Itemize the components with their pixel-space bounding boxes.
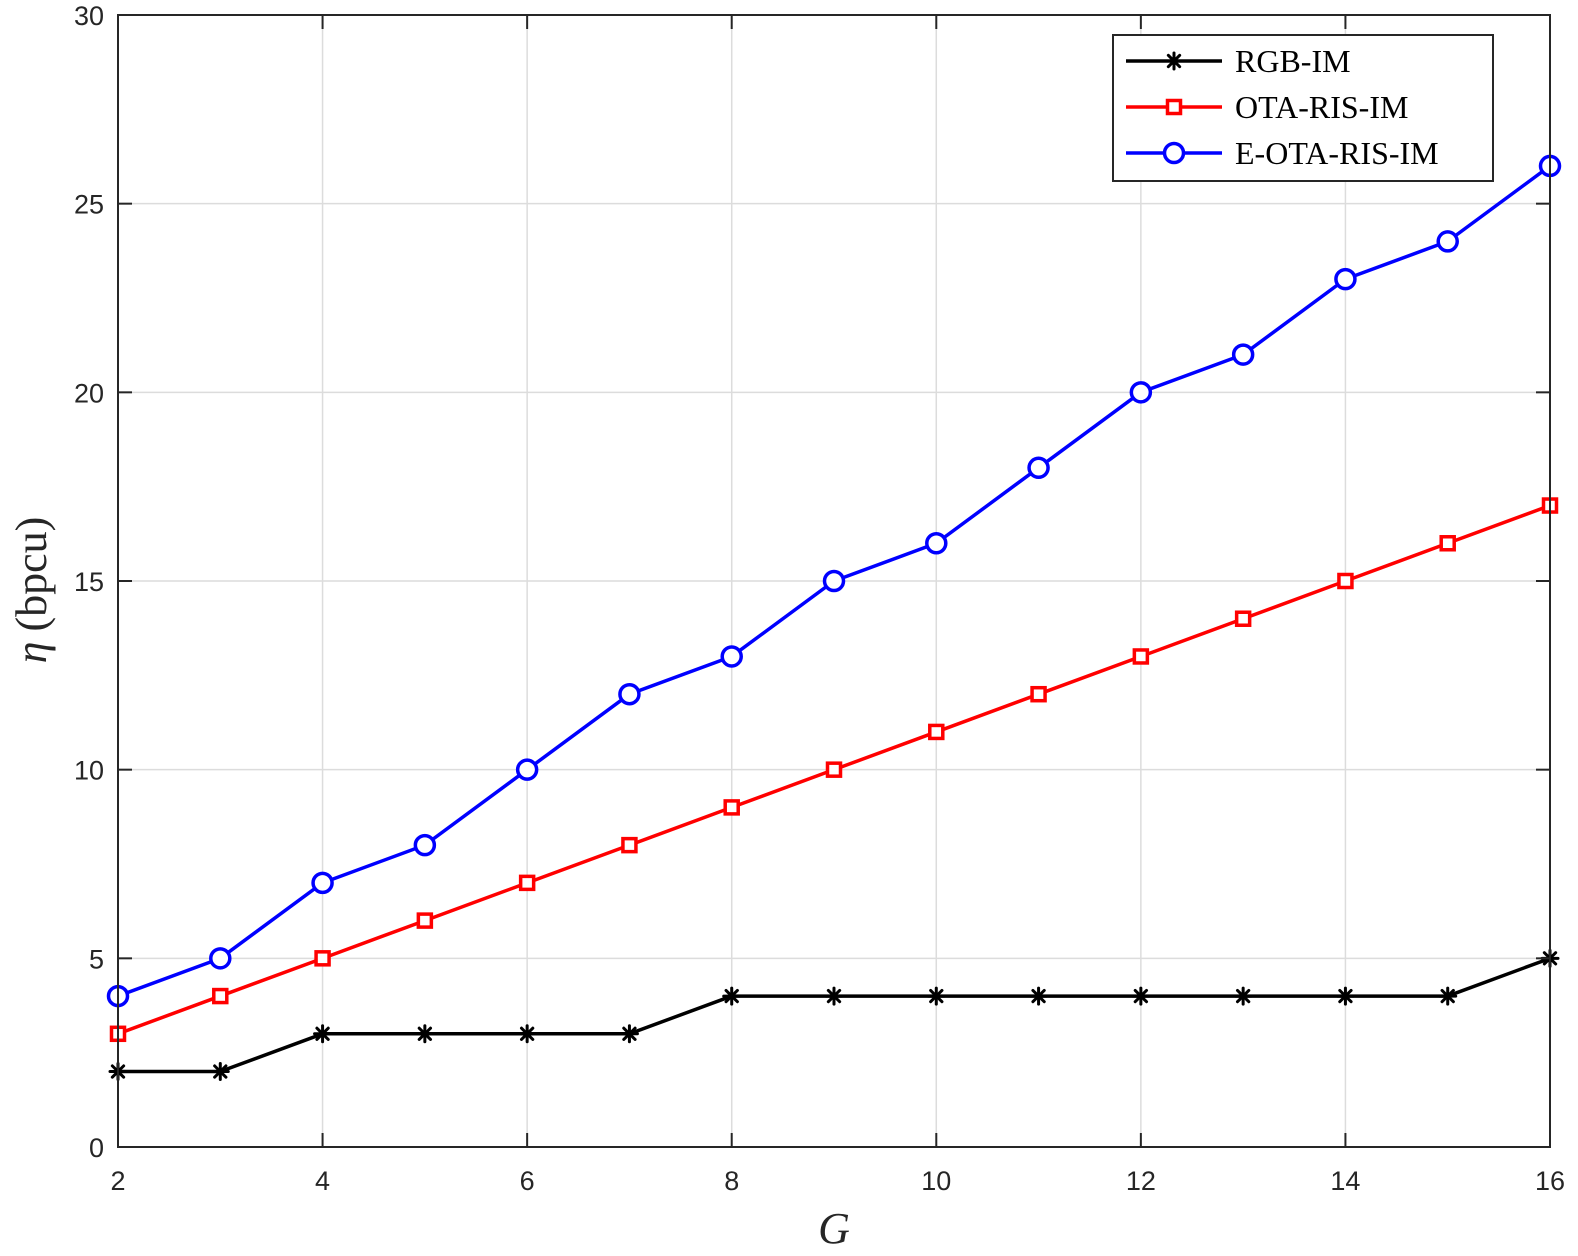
data-point-rgb-im <box>722 986 742 1006</box>
data-point-e-ota-ris-im <box>925 532 948 555</box>
asterisk-stroke <box>213 1064 228 1079</box>
data-point-e-ota-ris-im <box>1334 267 1357 291</box>
data-point-ota-ris-im <box>621 836 638 854</box>
y-tick-label: 10 <box>74 756 104 786</box>
asterisk-stroke <box>724 988 739 1004</box>
data-point-ota-ris-im <box>1030 685 1047 703</box>
data-point-ota-ris-im <box>1234 610 1252 627</box>
series-ota-ris-im <box>109 497 1559 1043</box>
axis-tick-labels: 2 4 6 8 10 12 14 16 0 5 10 15 20 25 30 <box>74 1 1565 1196</box>
x-tick-label: 14 <box>1330 1166 1360 1196</box>
data-point-ota-ris-im <box>928 723 945 741</box>
asterisk-stroke <box>622 1026 637 1041</box>
x-tick-label: 16 <box>1535 1166 1565 1196</box>
y-tick-label: 30 <box>74 1 104 31</box>
legend: RGB-IM OTA-RIS-IM E-OTA-RIS-IM <box>1112 34 1494 182</box>
asterisk-stroke <box>1166 53 1182 69</box>
y-tick-label: 20 <box>74 378 104 408</box>
axis-ticks <box>117 14 1551 1148</box>
legend-item-rgb-im: RGB-IM <box>1126 43 1351 79</box>
data-point-rgb-im <box>415 1024 435 1044</box>
data-point-ota-ris-im <box>314 950 331 967</box>
data-point-rgb-im <box>517 1024 537 1044</box>
asterisk-stroke <box>1235 988 1251 1004</box>
data-point-e-ota-ris-im <box>311 871 334 895</box>
data-point-ota-ris-im <box>1337 572 1354 590</box>
legend-marker <box>1165 98 1183 116</box>
data-point-ota-ris-im <box>1132 648 1150 665</box>
y-tick-label: 5 <box>89 944 104 974</box>
data-point-rgb-im <box>1335 986 1355 1006</box>
data-point-e-ota-ris-im <box>515 758 539 781</box>
x-tick-label: 10 <box>921 1166 951 1196</box>
asterisk-stroke <box>929 988 944 1004</box>
legend-item-ota-ris-im: OTA-RIS-IM <box>1126 89 1408 125</box>
series-e-ota-ris-im <box>106 154 1562 1008</box>
data-point-ota-ris-im <box>416 912 434 929</box>
data-point-e-ota-ris-im <box>1436 230 1459 253</box>
y-tick-label: 0 <box>89 1133 104 1163</box>
asterisk-stroke <box>1440 988 1455 1004</box>
data-point-rgb-im <box>313 1024 333 1044</box>
data-point-e-ota-ris-im <box>822 569 846 593</box>
x-tick-label: 4 <box>315 1166 330 1196</box>
data-point-ota-ris-im <box>212 987 229 1005</box>
data-point-e-ota-ris-im <box>618 682 641 706</box>
data-point-rgb-im <box>210 1062 230 1082</box>
legend-marker <box>1162 141 1186 165</box>
data-point-ota-ris-im <box>825 761 843 778</box>
asterisk-stroke <box>1031 988 1046 1004</box>
data-point-rgb-im <box>824 986 844 1006</box>
data-point-ota-ris-im <box>518 874 536 892</box>
series-layer <box>106 154 1562 1082</box>
x-axis-label: G <box>818 1204 850 1253</box>
data-point-e-ota-ris-im <box>720 645 743 668</box>
x-tick-label: 8 <box>724 1166 739 1196</box>
data-point-ota-ris-im <box>1439 535 1456 552</box>
data-point-rgb-im <box>1438 986 1458 1006</box>
data-point-ota-ris-im <box>723 799 740 816</box>
data-point-rgb-im <box>1233 986 1253 1006</box>
data-point-e-ota-ris-im <box>1231 343 1255 366</box>
y-axis-symbol: η <box>7 642 56 664</box>
data-point-rgb-im <box>926 986 946 1006</box>
asterisk-stroke <box>1133 988 1149 1004</box>
data-point-rgb-im <box>1029 986 1049 1006</box>
data-point-e-ota-ris-im <box>1027 456 1050 480</box>
asterisk-stroke <box>519 1026 535 1041</box>
y-tick-label: 25 <box>74 190 104 220</box>
legend-item-e-ota-ris-im: E-OTA-RIS-IM <box>1126 135 1439 171</box>
asterisk-stroke <box>417 1026 433 1041</box>
data-point-rgb-im <box>1131 986 1151 1006</box>
y-axis-unit: (bpcu) <box>7 517 56 632</box>
x-tick-label: 2 <box>110 1166 125 1196</box>
asterisk-stroke <box>826 988 842 1004</box>
legend-label: E-OTA-RIS-IM <box>1235 135 1439 171</box>
asterisk-stroke <box>315 1026 330 1041</box>
y-axis-label: η (bpcu) <box>7 517 56 664</box>
data-point-e-ota-ris-im <box>413 833 437 857</box>
legend-marker <box>1164 51 1184 71</box>
y-tick-label: 15 <box>74 567 104 597</box>
legend-label: RGB-IM <box>1235 43 1351 79</box>
data-point-e-ota-ris-im <box>1129 381 1153 404</box>
data-point-rgb-im <box>619 1024 639 1044</box>
x-tick-label: 6 <box>520 1166 535 1196</box>
asterisk-stroke <box>1338 988 1353 1004</box>
legend-label: OTA-RIS-IM <box>1235 89 1408 125</box>
x-tick-label: 12 <box>1126 1166 1156 1196</box>
data-point-e-ota-ris-im <box>209 947 232 970</box>
series-rgb-im <box>108 948 1560 1082</box>
